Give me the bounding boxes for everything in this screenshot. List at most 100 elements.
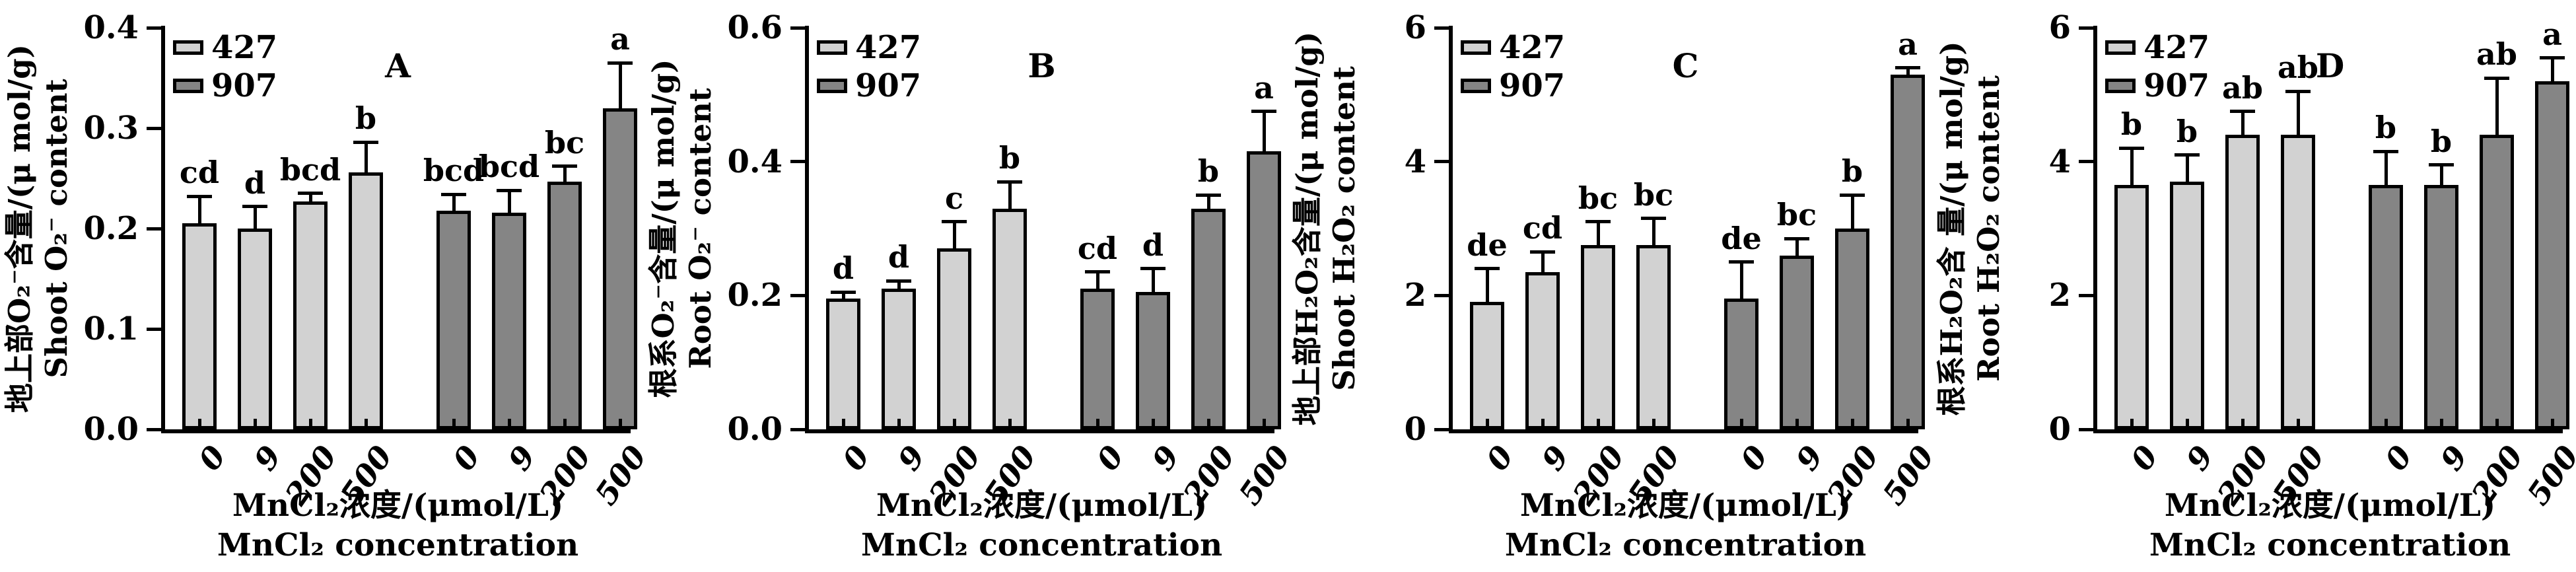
error-bar-cap <box>2373 149 2398 153</box>
y-tick-label: 0.0 <box>727 411 783 448</box>
legend-label-427: 427 <box>855 29 922 66</box>
error-bar <box>2241 111 2245 135</box>
bar-427-0 <box>182 223 217 429</box>
x-tick <box>364 419 368 429</box>
y-tick-label: 0.1 <box>83 310 139 347</box>
y-tick <box>1434 293 1449 297</box>
legend-label-907: 907 <box>855 67 922 104</box>
y-tick <box>147 427 161 431</box>
y-tick-label: 6 <box>2048 9 2071 46</box>
bar-907-200 <box>1191 208 1226 429</box>
error-bar <box>1151 268 1155 293</box>
bar-907-9 <box>1136 292 1170 429</box>
legend-label-907: 907 <box>1499 67 1566 104</box>
bar-907-200 <box>547 181 582 429</box>
bar-427-9 <box>2170 182 2204 429</box>
y-tick <box>790 26 805 30</box>
error-bar <box>563 166 567 182</box>
sig-letter: cd <box>1522 210 1563 246</box>
sig-letter: b <box>998 140 1021 176</box>
y-tick-label: 2 <box>2048 277 2071 314</box>
y-axis-title-zh: 根系H₂O₂含 量/(μ mol/g) <box>1934 41 1969 416</box>
y-tick-label: 0.3 <box>83 110 139 147</box>
x-axis-line <box>1449 429 1918 433</box>
error-bar <box>364 142 368 172</box>
error-bar <box>618 63 622 108</box>
error-bar-cap <box>2285 89 2311 93</box>
sig-letter: d <box>832 250 854 287</box>
y-axis-line <box>1449 26 1453 433</box>
legend-item-427: 427 <box>173 30 277 65</box>
error-bar-cap <box>2175 153 2200 157</box>
error-bar-cap <box>2119 146 2144 150</box>
y-axis-line <box>2093 26 2097 433</box>
panel-d: 根系H₂O₂含 量/(μ mol/g) Root H₂O₂ content 0 2 4 6… <box>1932 0 2576 572</box>
panel-letter-d: D <box>2315 46 2345 85</box>
sig-letter: d <box>888 239 910 275</box>
panel-a: 地上部O₂⁻含量/(μ mol/g) Shoot O₂⁻ content 0.0 0.… <box>0 0 654 572</box>
y-tick <box>147 26 161 30</box>
legend-item-907: 907 <box>1461 69 1565 103</box>
legend-item-427: 427 <box>817 30 921 65</box>
x-tick <box>1206 419 1210 429</box>
error-bar-cap <box>1784 236 1809 240</box>
bar-907-500 <box>1247 151 1281 429</box>
x-tick <box>897 419 901 429</box>
y-tick <box>147 327 161 331</box>
y-tick <box>147 227 161 231</box>
error-bar-cap <box>2230 110 2255 114</box>
legend-swatch-907 <box>2105 79 2136 93</box>
bar-907-9 <box>492 212 526 429</box>
sig-letter: ab <box>2222 69 2263 106</box>
sig-letter: a <box>2542 16 2562 52</box>
sig-letter: bc <box>1776 197 1817 233</box>
error-bar <box>2296 91 2300 135</box>
y-tick <box>2079 427 2093 431</box>
error-bar <box>308 193 312 201</box>
bar-427-9 <box>1525 271 1560 429</box>
x-tick <box>2439 419 2443 429</box>
bar-427-9 <box>882 289 916 429</box>
y-tick-label: 2 <box>1404 277 1426 314</box>
y-axis-title-en: Root H₂O₂ content <box>1971 75 2006 382</box>
error-bar-cap <box>1585 220 1611 224</box>
error-bar-cap <box>1895 66 1920 70</box>
legend-label-427: 427 <box>1499 29 1566 66</box>
y-axis-title: 根系H₂O₂含 量/(μ mol/g) Root H₂O₂ content <box>1933 41 2007 415</box>
x-tick <box>1151 419 1155 429</box>
bar-907-9 <box>1780 255 1814 429</box>
error-bar <box>841 292 845 299</box>
error-bar <box>452 194 456 211</box>
panel-b: 根系O₂⁻含量/(μ mol/g) Root O₂⁻ content 0.0 0.2 0… <box>644 0 1298 572</box>
x-tick <box>1739 419 1743 429</box>
error-bar <box>2495 78 2499 135</box>
error-bar-cap <box>1085 270 1110 274</box>
x-axis-title-en: MnCl₂ concentration <box>1504 527 1867 563</box>
bar-907-500 <box>2535 81 2569 429</box>
error-bar-cap <box>1641 217 1666 221</box>
y-tick-label: 0.4 <box>727 143 783 180</box>
y-tick-label: 0.2 <box>83 210 139 247</box>
sig-letter: a <box>1898 26 1918 62</box>
x-tick <box>563 419 567 429</box>
bar-427-0 <box>1470 302 1504 429</box>
error-bar <box>1739 262 1743 299</box>
bar-427-500 <box>992 208 1027 429</box>
x-tick <box>452 419 456 429</box>
sig-letter: cd <box>179 155 220 191</box>
error-bar <box>1262 111 1266 152</box>
sig-letter: bcd <box>423 153 485 189</box>
bar-427-0 <box>826 299 860 429</box>
error-bar-cap <box>2429 163 2454 167</box>
bar-427-9 <box>238 229 272 429</box>
sig-letter: a <box>1254 69 1274 106</box>
legend-item-907: 907 <box>173 69 277 103</box>
y-axis-line <box>805 26 809 433</box>
sig-letter: b <box>355 100 377 137</box>
legend-label-907: 907 <box>2143 67 2210 104</box>
sig-letter: de <box>1467 227 1508 263</box>
x-tick <box>1008 419 1012 429</box>
error-bar-cap <box>242 205 267 209</box>
error-bar <box>1008 182 1012 209</box>
